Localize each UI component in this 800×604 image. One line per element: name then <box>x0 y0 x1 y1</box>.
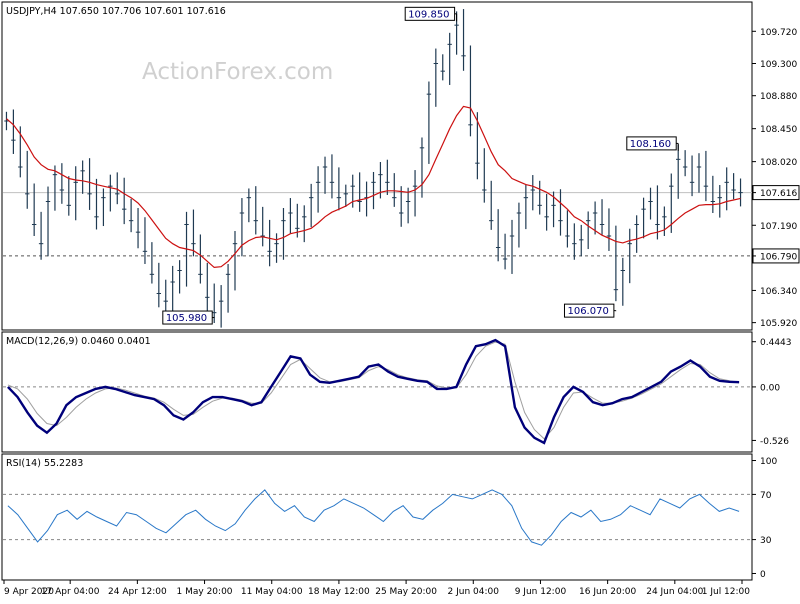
annotation-label: 105.980 <box>166 313 207 324</box>
x-axis-label: 9 Jun 12:00 <box>515 587 567 597</box>
price-axis-label: 108.020 <box>760 158 797 168</box>
x-axis-label: 25 May 20:00 <box>375 587 437 597</box>
x-axis-label: 16 Jun 20:00 <box>579 587 636 597</box>
x-axis-label: 18 May 12:00 <box>308 587 370 597</box>
x-axis-label: 17 Apr 04:00 <box>41 587 100 597</box>
macd-line <box>7 338 740 445</box>
x-axis-label: 11 May 04:00 <box>241 587 303 597</box>
rsi-panel-frame <box>1 453 753 581</box>
annotation-label: 106.070 <box>567 306 608 317</box>
annotation-box <box>563 303 615 318</box>
rsi-axis-label: 30 <box>760 536 772 546</box>
rsi-line <box>7 489 740 546</box>
watermark: ActionForex.com <box>142 59 333 85</box>
price-axis-label: 107.616 <box>760 189 797 199</box>
annotation-label: 109.850 <box>408 9 449 20</box>
macd-axis-label: 0.4443 <box>760 338 792 348</box>
price-axis-label: 108.880 <box>760 92 797 102</box>
annotation-label: 108.160 <box>630 139 671 150</box>
annotation-box <box>404 6 456 21</box>
price-panel-title: USDJPY,H4 107.650 107.706 107.601 107.61… <box>6 6 226 17</box>
rsi-axis-label: 0 <box>760 570 766 580</box>
price-panel-frame <box>1 1 753 331</box>
axes: 109.720 109.300 108.880 108.450 108.020 107.6… <box>3 28 800 597</box>
x-axis-label: 9 Apr 2020 <box>4 587 54 597</box>
x-axis-label: 1 Jul 12:00 <box>702 587 751 597</box>
annotation-box <box>626 136 677 151</box>
price-axis-label: 109.720 <box>760 28 797 38</box>
price-axis-label: 108.450 <box>760 125 797 135</box>
x-axis-label: 1 May 20:00 <box>177 587 233 597</box>
macd-axis-label: 0.00 <box>760 383 780 393</box>
rsi-panel-title: RSI(14) 55.2283 <box>6 458 83 469</box>
macd-panel-frame <box>1 331 753 453</box>
rsi-axis-label: 70 <box>760 491 772 501</box>
price-plot: 109.850 108.160 106.070 105.980 <box>3 6 752 328</box>
x-axis-label: 24 Apr 12:00 <box>108 587 167 597</box>
rsi-axis-label: 100 <box>760 457 777 467</box>
price-axis-label: 106.790 <box>760 252 797 262</box>
rsi-plot <box>3 489 752 546</box>
x-axis-label: 2 Jun 04:00 <box>448 587 500 597</box>
moving-average-line <box>6 105 741 269</box>
price-axis-label: 106.340 <box>760 287 797 297</box>
macd-axis-label: -0.526 <box>760 437 789 447</box>
macd-panel-title: MACD(12,26,9) 0.0460 0.0401 <box>6 336 151 347</box>
price-axis-label: 105.920 <box>760 319 797 329</box>
macd-plot <box>3 338 752 445</box>
x-axis-label: 24 Jun 04:00 <box>646 587 703 597</box>
annotation-box <box>162 310 213 325</box>
price-axis-label: 109.300 <box>760 60 797 70</box>
price-axis-label: 107.190 <box>760 222 797 232</box>
